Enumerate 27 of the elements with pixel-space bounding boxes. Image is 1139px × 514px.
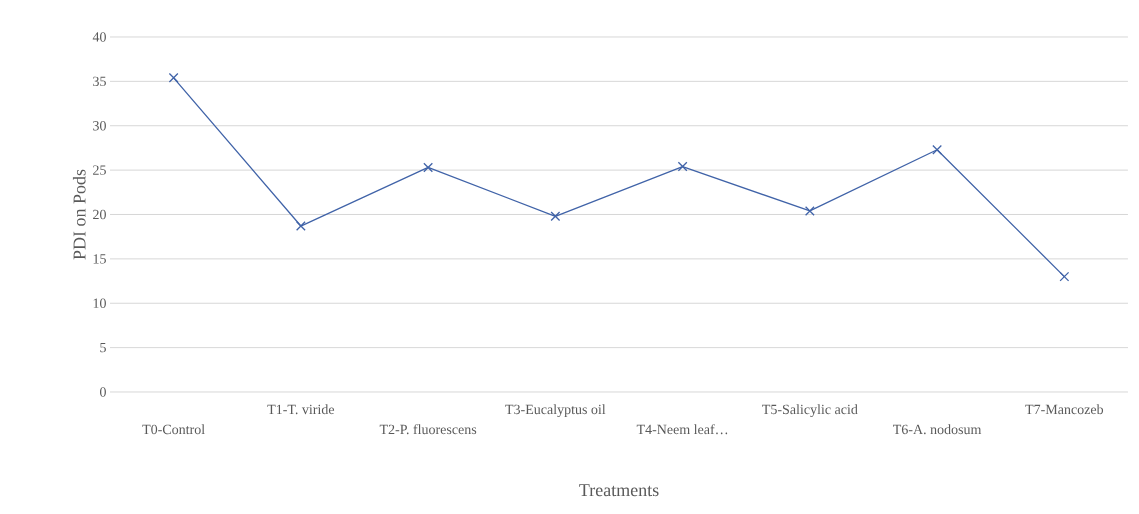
y-tick-label: 25 (93, 165, 106, 175)
x-tick-label: T7-Mancozeb (1025, 404, 1104, 415)
y-tick-label: 15 (93, 254, 106, 264)
y-tick-label: 40 (92, 32, 106, 42)
point (932, 144, 942, 155)
y-tick-label: 5 (100, 342, 106, 353)
x-tick-label: T6-A. nodosum (893, 424, 982, 435)
x-axis-title: Treatments (579, 484, 659, 497)
y-tick-label: 35 (93, 76, 106, 87)
x-tick-label: T3-Eucalyptus oil (505, 404, 606, 418)
y-tick-label: 0 (100, 387, 106, 397)
point (423, 162, 434, 173)
x-tick-label: T4-Neem leaf… (636, 424, 728, 435)
y-tick-label: 10 (93, 298, 106, 308)
point (550, 211, 561, 222)
x-tick-label: T5-Salicylic acid (762, 404, 858, 418)
x-tick-label: T0-Control (142, 424, 205, 435)
point (1059, 271, 1070, 282)
y-axis-title: PDI on Pods (72, 169, 86, 260)
y-tick-label: 30 (93, 121, 106, 131)
point (168, 72, 179, 83)
x-tick-label: T1-T. viride (267, 404, 335, 415)
y-tick-label: 20 (93, 209, 106, 220)
point (804, 206, 815, 216)
point (677, 161, 688, 172)
point (295, 221, 306, 231)
x-tick-label: T2-P. fluorescens (379, 424, 477, 435)
